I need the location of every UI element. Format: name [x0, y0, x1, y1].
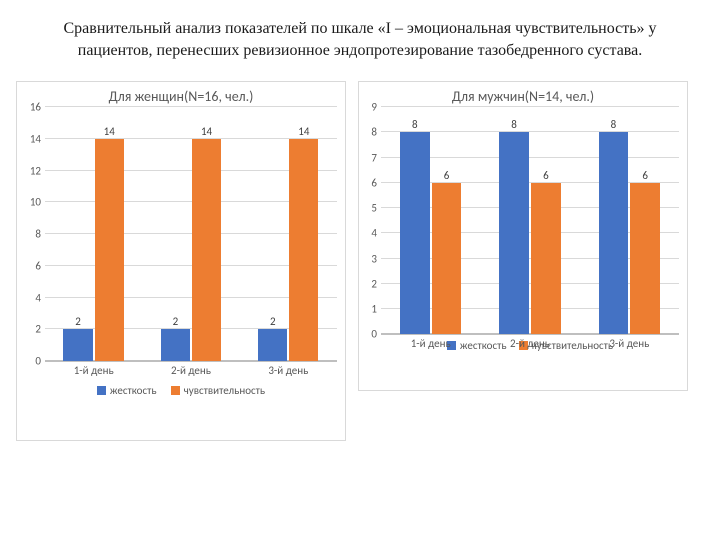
x-tick-label: 2-й день [142, 364, 239, 377]
bar-group: 86 [480, 107, 579, 334]
chart-title: Для мужчин(N=14, чел.) [359, 82, 687, 107]
y-tick-label: 12 [30, 164, 45, 177]
plot-area: 0123456789868686жесткостьчувствительност… [381, 107, 679, 335]
bar-value-label: 2 [270, 315, 276, 329]
x-tick-label: 2-й день [480, 337, 579, 350]
bar-b: 14 [95, 139, 124, 361]
bar-a: 2 [161, 329, 190, 361]
bar-group: 86 [580, 107, 679, 334]
x-tick-label: 1-й день [45, 364, 142, 377]
charts-row: Для женщин(N=16, чел.)024681012141621421… [0, 71, 720, 441]
y-tick-label: 0 [371, 328, 381, 341]
bar-group: 214 [240, 107, 337, 361]
y-tick-label: 1 [371, 302, 381, 315]
y-tick-label: 4 [35, 291, 45, 304]
y-tick-label: 2 [371, 277, 381, 290]
swatch-icon [171, 386, 180, 395]
bar-value-label: 8 [412, 118, 418, 132]
x-tick-label: 1-й день [381, 337, 480, 350]
bar-b: 6 [630, 183, 660, 334]
bar-group: 86 [381, 107, 480, 334]
x-axis: 1-й день2-й день3-й день [45, 362, 337, 378]
bar-value-label: 6 [444, 169, 450, 183]
bar-a: 8 [499, 132, 529, 334]
legend-item-a: жесткость [97, 384, 157, 397]
y-tick-label: 9 [371, 101, 381, 114]
bar-b: 14 [192, 139, 221, 361]
bar-b: 14 [289, 139, 318, 361]
bar-value-label: 14 [201, 125, 212, 139]
bar-value-label: 8 [511, 118, 517, 132]
swatch-icon [97, 386, 106, 395]
chart-women: Для женщин(N=16, чел.)024681012141621421… [16, 81, 346, 441]
x-tick-label: 3-й день [580, 337, 679, 350]
y-tick-label: 10 [30, 196, 45, 209]
x-tick-label: 3-й день [240, 364, 337, 377]
y-tick-label: 6 [371, 176, 381, 189]
bar-value-label: 2 [173, 315, 179, 329]
y-tick-label: 4 [371, 227, 381, 240]
bar-value-label: 6 [642, 169, 648, 183]
legend-label: жесткость [110, 384, 157, 397]
bar-value-label: 6 [543, 169, 549, 183]
bar-a: 2 [63, 329, 92, 361]
y-tick-label: 3 [371, 252, 381, 265]
bar-group: 214 [45, 107, 142, 361]
bar-value-label: 2 [75, 315, 81, 329]
plot-area: 0246810121416214214214 [45, 107, 337, 362]
y-tick-label: 8 [371, 126, 381, 139]
bar-b: 6 [531, 183, 561, 334]
y-tick-label: 8 [35, 228, 45, 241]
bar-group: 214 [142, 107, 239, 361]
y-tick-label: 0 [35, 355, 45, 368]
page-title: Сравнительный анализ показателей по шкал… [0, 0, 720, 71]
chart-men: Для мужчин(N=14, чел.)0123456789868686же… [358, 81, 688, 391]
x-axis: 1-й день2-й день3-й день [381, 335, 679, 351]
bar-b: 6 [432, 183, 462, 334]
legend-item-b: чувствительность [171, 384, 266, 397]
y-tick-label: 14 [30, 132, 45, 145]
bar-value-label: 14 [298, 125, 309, 139]
bar-a: 8 [400, 132, 430, 334]
bar-a: 2 [258, 329, 287, 361]
y-tick-label: 5 [371, 202, 381, 215]
y-tick-label: 6 [35, 259, 45, 272]
bar-a: 8 [599, 132, 629, 334]
legend: жесткость чувствительность [17, 378, 345, 405]
y-tick-label: 7 [371, 151, 381, 164]
legend-label: чувствительность [184, 384, 266, 397]
y-tick-label: 16 [30, 101, 45, 114]
bar-value-label: 8 [611, 118, 617, 132]
y-tick-label: 2 [35, 323, 45, 336]
bar-value-label: 14 [104, 125, 115, 139]
chart-title: Для женщин(N=16, чел.) [17, 82, 345, 107]
